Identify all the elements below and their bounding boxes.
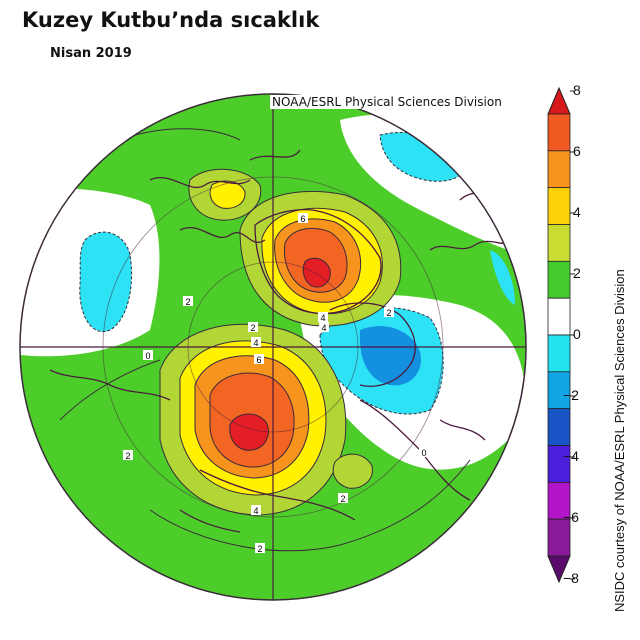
colorbar-band [547, 187, 571, 225]
colorbar-tick-label: 8 [573, 82, 581, 98]
colorbar-tick-label: −8 [563, 570, 579, 586]
contour-label-text: 0 [145, 351, 150, 361]
contour-label: 2 [248, 322, 258, 333]
credit-label: NOAA/ESRL Physical Sciences Division [270, 95, 504, 109]
contour-label-text: 2 [185, 297, 190, 307]
cold-anomaly-west [79, 231, 133, 333]
warm-anomaly-north-core [302, 257, 331, 288]
contour-label-text: 6 [300, 214, 305, 224]
warm-anomaly-northwest-core [209, 180, 246, 209]
contour-label: 4 [251, 337, 261, 348]
colorbar-tick-label: 6 [573, 143, 581, 159]
contour-label: 4 [318, 312, 328, 323]
contour-labels: 6 4 2 0 2 4 6 2 4 2 2 0 2 4 [123, 213, 429, 554]
colorbar-tick-label: 4 [573, 204, 581, 220]
contour-label: 4 [319, 322, 329, 333]
map-title: Kuzey Kutbu’nda sıcaklık [22, 8, 320, 32]
cold-anomaly-far-east [490, 250, 515, 305]
colorbar-band [547, 334, 571, 373]
colorbar-band [547, 224, 571, 262]
contour-label-text: 2 [250, 323, 255, 333]
contour-line [149, 459, 471, 552]
contour-label-text: 4 [253, 338, 258, 348]
colorbar-tick-label: −2 [563, 387, 579, 403]
colorbar-tick-label: −6 [563, 509, 579, 525]
warm-anomaly-south-core [229, 413, 269, 451]
contour-label-text: 4 [253, 506, 258, 516]
contour-label: 2 [183, 296, 193, 307]
colorbar-band [547, 297, 571, 336]
contour-label: 0 [419, 447, 429, 458]
contour-label-text: 4 [320, 313, 325, 323]
contour-label-text: 4 [321, 323, 326, 333]
contour-label-text: 6 [256, 355, 261, 365]
colorbar-min-arrow [547, 555, 571, 584]
contour-label-text: 2 [257, 544, 262, 554]
warm-anomaly-southeast [332, 453, 373, 489]
colorbar-tick-label: 2 [573, 265, 581, 281]
contour-label: 0 [143, 350, 153, 361]
contour-label: 6 [298, 213, 308, 224]
contour-label: 2 [384, 307, 394, 318]
contour-label: 2 [338, 493, 348, 504]
colorbar-tick-label: −4 [563, 448, 579, 464]
colorbar-band [547, 260, 571, 299]
contour-label-text: 2 [340, 494, 345, 504]
contour-label: 2 [255, 543, 265, 554]
contour-label-text: 0 [421, 448, 426, 458]
contour-label: 6 [254, 354, 264, 365]
colorbar-max-arrow [547, 86, 571, 115]
colorbar-side-label: NSIDC courtesy of NOAA/ESRL Physical Sci… [612, 269, 627, 612]
colorbar-band [547, 150, 571, 189]
map-subtitle: Nisan 2019 [50, 46, 132, 61]
colorbar [547, 86, 575, 584]
colorbar-band [547, 113, 571, 152]
contour-line [59, 359, 161, 421]
contour-label: 4 [251, 505, 261, 516]
coastlines [49, 149, 516, 533]
colorbar-tick-label: 0 [573, 326, 581, 342]
contour-label-text: 2 [125, 451, 130, 461]
contour-label: 2 [123, 450, 133, 461]
colorbar-band [547, 408, 571, 446]
map-disc [20, 94, 526, 600]
contour-label-text: 2 [386, 308, 391, 318]
